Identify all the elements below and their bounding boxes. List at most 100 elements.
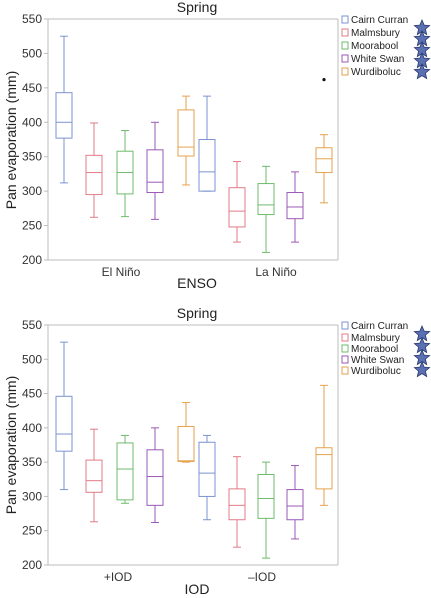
y-tick-label: 450 <box>22 387 42 401</box>
box-plot <box>315 77 333 204</box>
x-tick-label: La Niño <box>255 265 297 279</box>
legend-swatch <box>341 54 349 63</box>
legend-stars <box>413 18 431 80</box>
legend-label: Cairn Curran <box>351 15 408 26</box>
y-tick-label: 250 <box>22 524 42 538</box>
star-icon <box>413 360 431 378</box>
box-plot <box>286 171 304 243</box>
box-iqr <box>146 149 164 194</box>
legend-label: Malmsbury <box>351 333 400 344</box>
legend-swatch <box>341 41 349 50</box>
legend-item-cairn-curran: Cairn Curran <box>341 321 408 332</box>
legend-label: Cairn Curran <box>351 321 408 332</box>
legend-item-malmsbury: Malmsbury <box>341 333 400 344</box>
box-iqr <box>315 147 333 174</box>
legend-swatch <box>341 333 349 342</box>
legend-item-moorabool: Moorabool <box>341 41 398 52</box>
legend-label: Wurdiboluc <box>351 67 401 78</box>
legend-item-malmsbury: Malmsbury <box>341 28 400 39</box>
y-tick-label: 350 <box>22 455 42 469</box>
legend-swatch <box>341 28 349 37</box>
box-iqr <box>116 442 134 501</box>
box-iqr <box>257 183 275 216</box>
box-plot <box>146 427 164 523</box>
y-tick-label: 200 <box>22 253 42 267</box>
box-plot <box>116 130 134 218</box>
x-tick-label: –IOD <box>248 570 276 584</box>
y-ticks: 200 250 300 350 400 450 500 550 <box>22 318 48 572</box>
box-iqr <box>198 139 216 192</box>
box-iqr <box>315 447 333 490</box>
y-tick-label: 450 <box>22 81 42 95</box>
box-iqr <box>177 109 195 157</box>
legend-label: White Swan <box>351 54 404 65</box>
y-tick-label: 400 <box>22 115 42 129</box>
legend-label: Moorabool <box>351 41 398 52</box>
box-iqr <box>286 489 304 521</box>
box-plot <box>116 434 134 504</box>
legend-item-white-swan: White Swan <box>341 54 404 65</box>
legend-swatch <box>341 321 349 330</box>
x-tick-label: El Niño <box>102 265 141 279</box>
box-plot <box>257 165 275 253</box>
box-iqr <box>55 395 73 452</box>
box-plot <box>228 456 246 548</box>
y-tick-label: 350 <box>22 150 42 164</box>
legend-item-white-swan: White Swan <box>341 355 404 366</box>
legend: Cairn Curran Malmsbury Moorabool White S… <box>341 321 431 378</box>
star-icon <box>413 62 431 80</box>
box-iqr <box>257 473 275 519</box>
box-plot <box>146 121 164 220</box>
y-axis-label: Pan evaporation (mm) <box>3 71 19 210</box>
box-plots <box>55 35 333 253</box>
box-plot <box>315 384 333 506</box>
box-iqr <box>286 192 304 220</box>
box-plot <box>85 428 103 523</box>
x-axis-label: ENSO <box>177 275 217 291</box>
box-iqr <box>85 154 103 196</box>
box-plot <box>198 95 216 192</box>
legend-item-wurdiboluc: Wurdiboluc <box>341 366 401 377</box>
y-tick-label: 550 <box>22 318 42 332</box>
legend: Cairn Curran Malmsbury Moorabool White S… <box>341 15 431 80</box>
y-axis-label: Pan evaporation (mm) <box>3 376 19 515</box>
y-tick-label: 500 <box>22 352 42 366</box>
legend-item-cairn-curran: Cairn Curran <box>341 15 408 26</box>
y-tick-label: 550 <box>22 12 42 26</box>
legend-swatch <box>341 366 349 375</box>
outlier-point <box>322 77 326 82</box>
y-tick-label: 400 <box>22 421 42 435</box>
legend-swatch <box>341 15 349 24</box>
box-iqr <box>146 449 164 506</box>
box-plot <box>177 401 195 463</box>
box-plot <box>198 434 216 521</box>
legend-swatch <box>341 355 349 364</box>
legend-label: Wurdiboluc <box>351 366 401 377</box>
box-iqr <box>177 425 195 462</box>
box-iqr <box>228 488 246 521</box>
legend-swatch <box>341 67 349 76</box>
box-plots <box>55 341 333 559</box>
legend-label: White Swan <box>351 355 404 366</box>
legend-label: Malmsbury <box>351 28 400 39</box>
y-tick-label: 300 <box>22 489 42 503</box>
panel-enso: Spring Pan evaporation (mm) ENSO El Niño… <box>3 0 431 291</box>
y-ticks: 200 250 300 350 400 450 500 550 <box>22 12 48 267</box>
box-iqr <box>228 187 246 228</box>
y-tick-label: 500 <box>22 46 42 60</box>
y-tick-label: 250 <box>22 219 42 233</box>
y-tick-label: 200 <box>22 558 42 572</box>
box-iqr <box>85 459 103 493</box>
box-plot <box>55 341 73 491</box>
x-tick-label: +IOD <box>104 570 133 584</box>
box-plot <box>177 95 195 186</box>
x-axis-label: IOD <box>185 581 210 597</box>
chart-title: Spring <box>177 0 217 15</box>
box-plot <box>85 122 103 218</box>
legend-stars <box>413 324 431 378</box>
panel-iod: Spring Pan evaporation (mm) IOD +IOD –IO… <box>3 305 431 597</box>
chart-title: Spring <box>177 305 217 321</box>
box-plot <box>257 461 275 559</box>
box-plot <box>286 465 304 540</box>
